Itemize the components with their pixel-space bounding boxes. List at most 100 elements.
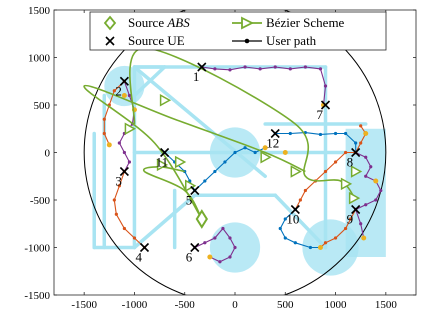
- user-path-point: [344, 131, 348, 136]
- path-end-marker: [207, 254, 213, 260]
- boundary-circle: [83, 10, 387, 295]
- ue-source-marker: [197, 62, 207, 72]
- user-path-line: [355, 125, 367, 153]
- x-tick-label: -1500: [71, 299, 97, 311]
- ue-source-marker: [320, 100, 331, 110]
- path-end-marker: [106, 142, 112, 148]
- user-path-point: [298, 198, 302, 202]
- y-tick-label: 1500: [28, 5, 51, 17]
- legend-item-bezier-scheme: Bézier Scheme: [232, 15, 345, 30]
- road-segment: [132, 193, 197, 250]
- user-path-point: [323, 241, 328, 245]
- user-path-point: [318, 67, 323, 71]
- ue-source-label: 12: [266, 136, 279, 151]
- ue-source-label: 7: [317, 107, 324, 122]
- bezier-triangle-marker: [290, 165, 302, 178]
- ue-source-marker: [190, 185, 200, 196]
- bezier-triangle-marker: [260, 150, 272, 164]
- ue-source-label: 3: [115, 174, 122, 189]
- path-end-marker: [121, 93, 127, 98]
- bezier-triangle-marker: [174, 155, 187, 169]
- user-path-point: [379, 188, 383, 193]
- user-path-point: [354, 141, 358, 145]
- y-tick-label: 500: [34, 100, 51, 112]
- user-path-point: [359, 141, 363, 145]
- ue-source-label: 10: [286, 212, 299, 227]
- legend-label-source-abs-prefix: Source: [128, 15, 167, 30]
- user-path-point: [213, 169, 217, 174]
- user-path-point: [344, 150, 348, 155]
- user-path-point: [283, 236, 287, 240]
- legend-triangle-icon: [241, 16, 255, 30]
- legend: Source ABS Bézier Scheme Source UE User …: [89, 11, 387, 51]
- user-path-point: [258, 67, 262, 71]
- user-path-point: [364, 155, 368, 159]
- user-path-point: [344, 226, 348, 231]
- ue-source-marker: [190, 242, 200, 253]
- road-segment: [132, 65, 267, 178]
- axis-ticks: -1500 -1000 -500 0 500 1000 1500 1500 1000 500 0 -5…: [24, 5, 416, 311]
- ue-source-label: 11: [156, 155, 169, 170]
- user-path-point: [218, 260, 222, 264]
- x-tick-label: -1000: [122, 299, 148, 311]
- bezier-triangle-marker: [185, 179, 197, 193]
- legend-item-source-abs: Source ABS: [103, 15, 190, 31]
- user-path-point: [102, 117, 106, 121]
- user-path-point: [117, 141, 121, 145]
- user-path-point: [132, 236, 137, 240]
- user-path-point: [318, 132, 323, 137]
- user-path-line: [194, 147, 266, 191]
- abs-source-diamond: [195, 209, 208, 229]
- user-path-point: [122, 150, 126, 155]
- ue-source-marker: [290, 204, 300, 215]
- path-end-marker: [363, 131, 369, 136]
- legend-box: [89, 11, 387, 51]
- legend-dot-icon: [244, 38, 250, 44]
- coverage-zone: [302, 219, 359, 276]
- legend-label-source-abs-italic: ABS: [166, 15, 190, 30]
- user-path-point: [117, 184, 121, 188]
- user-path-point: [213, 236, 217, 240]
- user-path-point: [233, 150, 237, 155]
- user-path-point: [308, 245, 313, 250]
- user-path-point: [203, 179, 207, 183]
- y-tick-label: 1000: [28, 53, 51, 65]
- x-tick-label: 1500: [375, 299, 398, 311]
- legend-item-source-ue: Source UE: [105, 33, 185, 48]
- x-tick-label: 500: [277, 299, 294, 311]
- bezier-curve: [129, 47, 357, 201]
- bezier-triangle-marker: [340, 177, 353, 191]
- legend-x-icon: [105, 36, 115, 46]
- bezier-triangle-marker: [159, 93, 172, 107]
- user-path-point: [303, 65, 307, 69]
- user-path-point: [221, 226, 225, 231]
- user-path-point: [349, 217, 353, 221]
- y-tick-label: -1000: [24, 243, 50, 255]
- path-end-marker: [282, 150, 288, 155]
- bezier-triangle-marker: [124, 122, 136, 136]
- legend-label-bezier-scheme: Bézier Scheme: [266, 15, 345, 30]
- y-tick-label: -1500: [24, 290, 50, 302]
- ue-source-label: 6: [186, 250, 193, 265]
- ue-source-label: 5: [186, 193, 193, 208]
- user-path-point: [127, 93, 132, 98]
- user-path-point: [323, 169, 328, 174]
- user-path-point: [127, 160, 132, 164]
- user-path-point: [359, 222, 363, 226]
- legend-diamond-icon: [103, 15, 117, 31]
- user-path-point: [233, 245, 237, 250]
- user-path-point: [359, 124, 363, 128]
- user-path-point: [369, 165, 373, 169]
- user-path-point: [273, 65, 277, 69]
- ue-source-marker: [119, 76, 129, 86]
- ue-source-marker: [139, 242, 150, 253]
- bezier-triangle-marker: [350, 165, 363, 178]
- path-end-marker: [373, 178, 379, 184]
- user-path-point: [278, 226, 282, 231]
- boundary-circle-group: [83, 10, 387, 295]
- ue-source-label: 9: [347, 212, 354, 227]
- user-path-point: [323, 84, 328, 88]
- user-path-point: [114, 212, 118, 216]
